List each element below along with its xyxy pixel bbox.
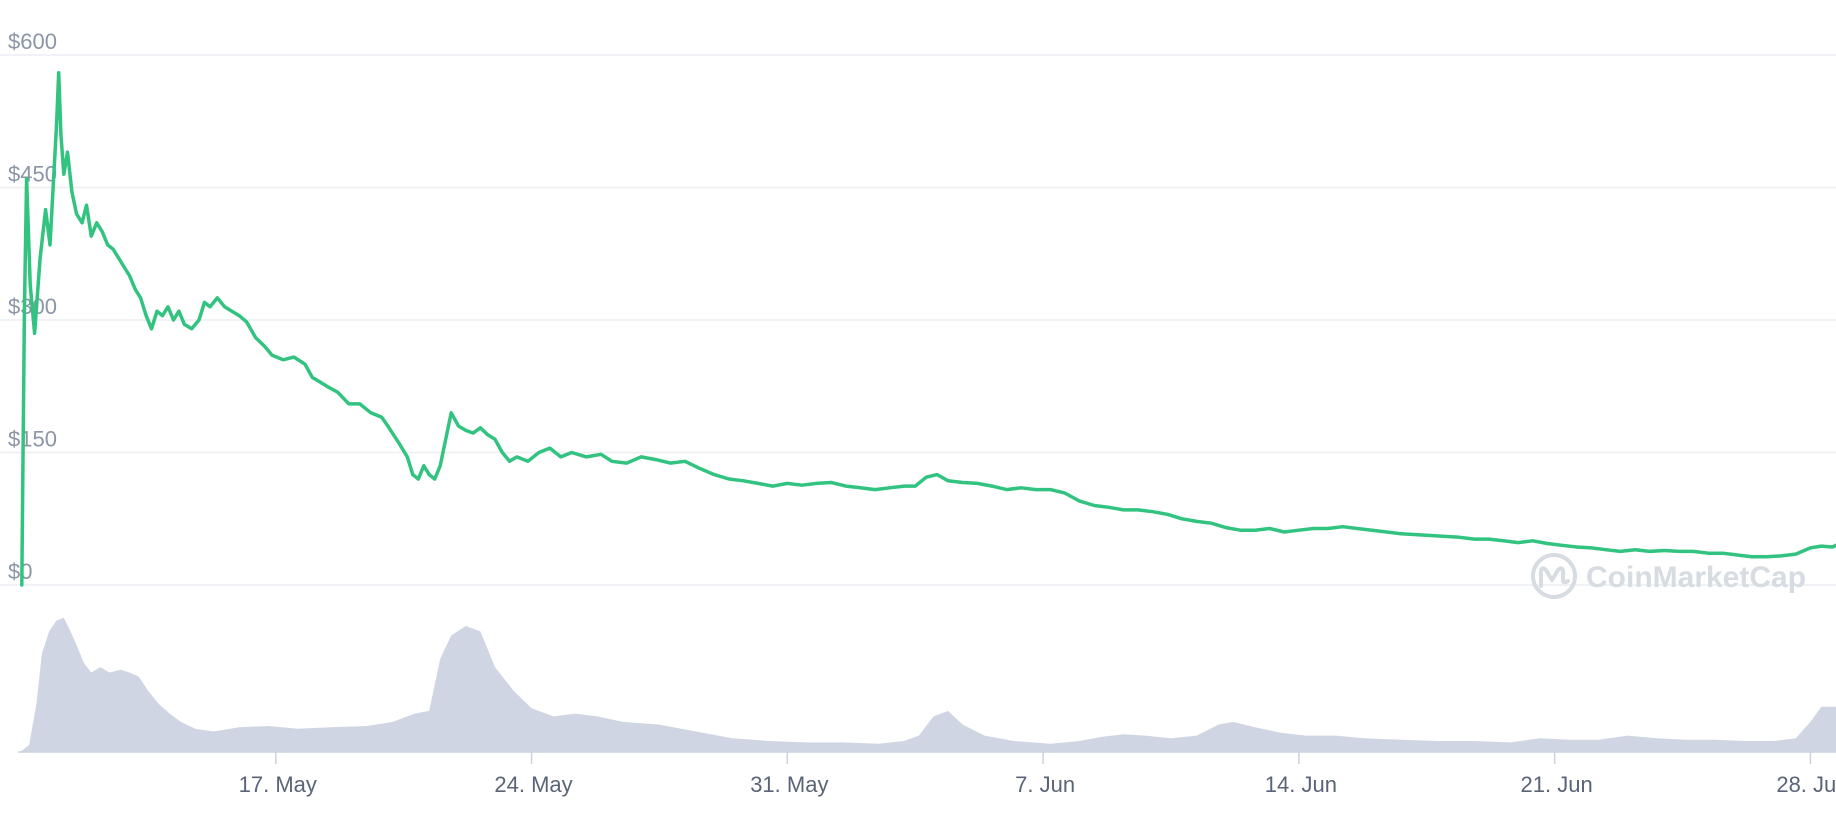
price-line (20, 70, 1836, 587)
x-axis-labels: 17. May 24. May 31. May 7. Jun 14. Jun 21. Ju… (239, 772, 1836, 797)
y-tick-label: $450 (8, 162, 57, 187)
x-tick-label: 28. Jun (1776, 772, 1836, 797)
x-tick-label: 31. May (750, 772, 828, 797)
y-tick-label: $600 (8, 29, 57, 54)
x-tick-label: 17. May (239, 772, 317, 797)
x-tick-label: 14. Jun (1265, 772, 1337, 797)
x-tick-label: 24. May (494, 772, 572, 797)
grid-lines (0, 54, 1836, 586)
coinmarketcap-watermark: CoinMarketCap (1531, 553, 1806, 599)
volume-area (20, 617, 1836, 752)
coinmarketcap-logo-icon (1531, 553, 1577, 599)
price-line-path (20, 70, 1836, 587)
x-tick-label: 7. Jun (1015, 772, 1075, 797)
x-tick-label: 21. Jun (1521, 772, 1593, 797)
x-axis (18, 751, 1836, 764)
watermark-text: CoinMarketCap (1586, 561, 1806, 594)
y-tick-label: $150 (8, 427, 57, 452)
volume-area-path (20, 617, 1836, 752)
